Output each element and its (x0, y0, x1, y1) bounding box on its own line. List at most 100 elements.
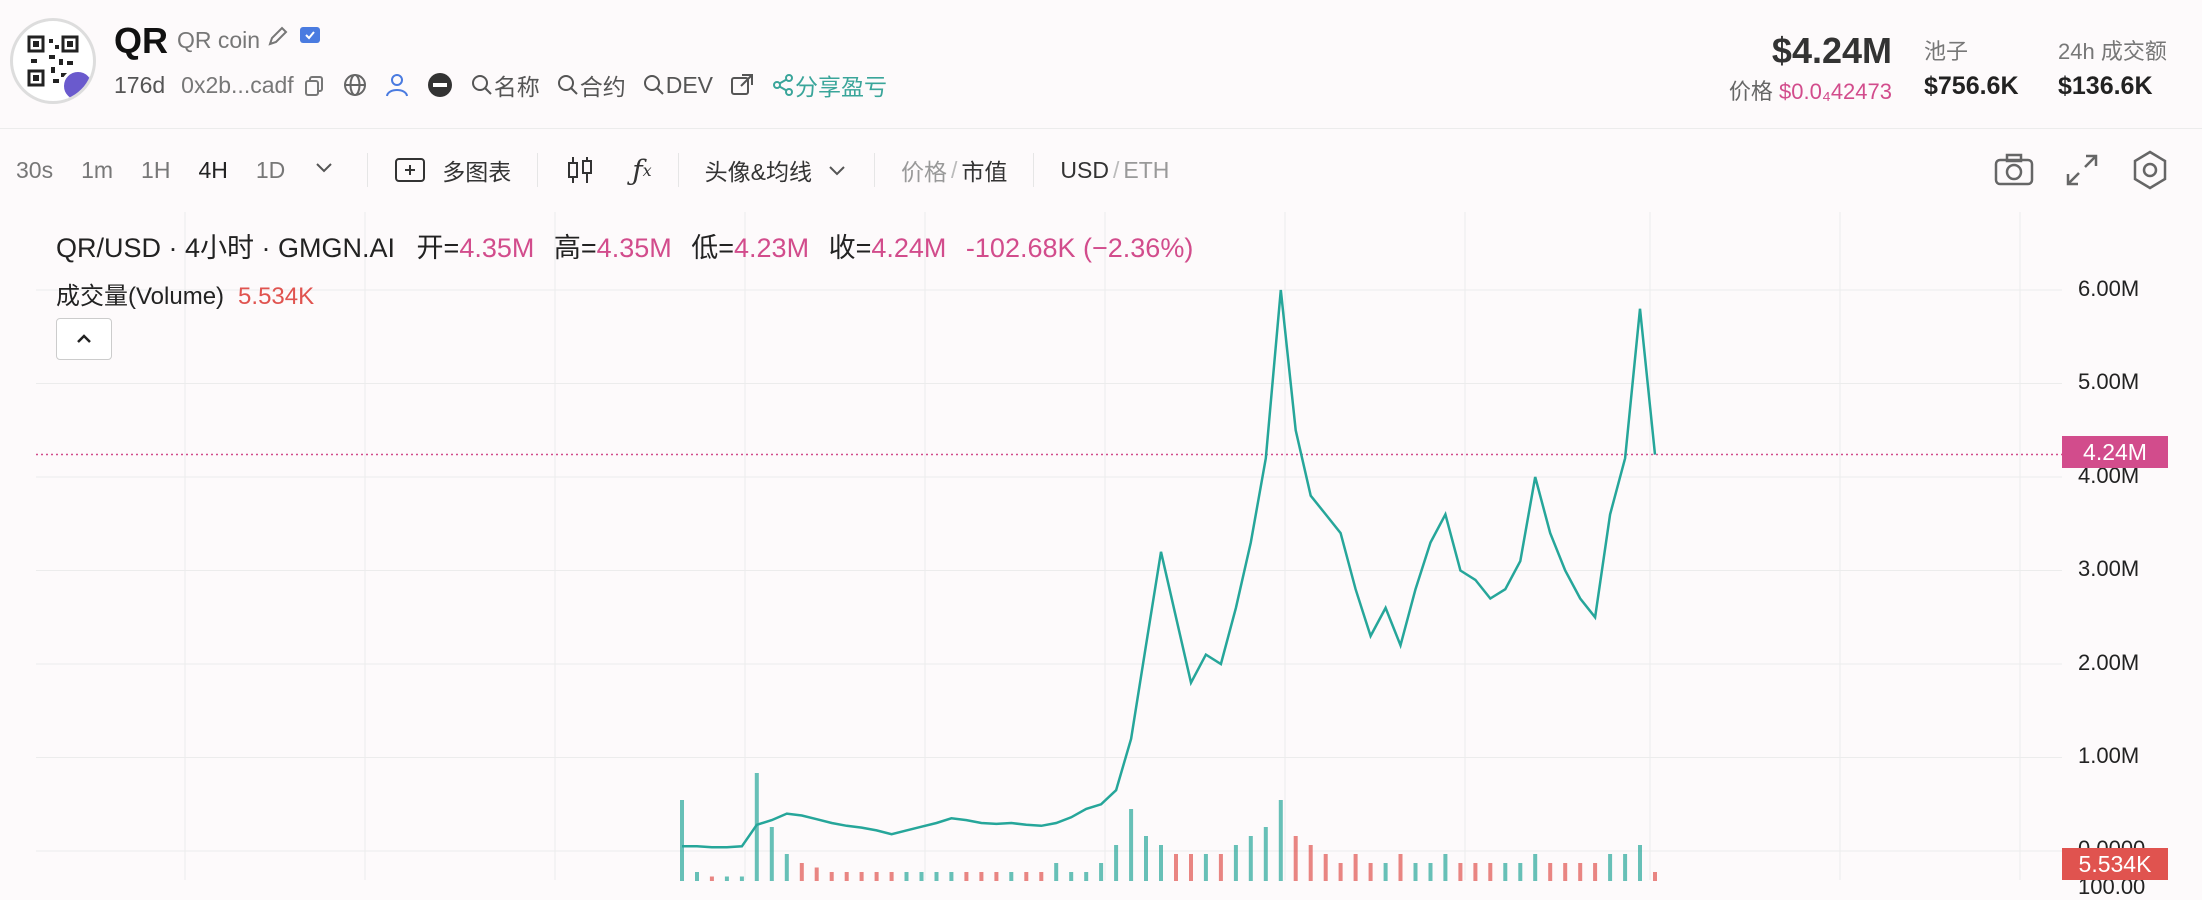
user-icon[interactable] (384, 72, 410, 98)
y-axis-tick-6m: 6.00M (2078, 276, 2140, 301)
volume-legend-value: 5.534K (238, 283, 315, 310)
chart-legend: QR/USD · 4小时 · GMGN.AI 开=4.35M 高=4.35M 低… (56, 226, 1193, 265)
volume-bar (1144, 836, 1148, 881)
timeframe-4h[interactable]: 4H (198, 156, 228, 183)
volume-bar (1518, 863, 1523, 881)
volume-bar (1323, 854, 1328, 881)
volume-legend-label: 成交量(Volume) (56, 283, 225, 310)
timeframe-1h[interactable]: 1H (141, 156, 171, 183)
price-mcap-toggle[interactable]: 价格 / 市值 (901, 153, 1007, 187)
volume-bar (784, 854, 789, 881)
close-value: 4.24M (871, 233, 947, 263)
volume-bar (859, 872, 864, 881)
volume-bar (904, 872, 909, 881)
volume-bars (680, 773, 1657, 881)
candle-type-icon[interactable] (564, 154, 596, 186)
indicators-label: 头像&均线 (704, 159, 813, 185)
volume-bar (934, 872, 939, 881)
volume-bar (844, 872, 849, 881)
collapse-legend-button[interactable] (56, 318, 112, 360)
external-link-icon[interactable] (729, 72, 755, 98)
volume-bar (1233, 845, 1238, 881)
add-chart-icon (395, 158, 426, 182)
price-mode-option[interactable]: 价格 (901, 159, 948, 185)
search-icon (643, 75, 664, 95)
search-contract-filter[interactable]: 合约 (556, 68, 626, 102)
volume-bar (1174, 854, 1178, 881)
divider (677, 153, 679, 187)
volume-24h-value: $136.6K (2058, 72, 2153, 100)
volume-bar (1443, 854, 1448, 881)
chart-grid (36, 212, 2062, 880)
copy-icon[interactable] (302, 73, 326, 97)
fullscreen-icon[interactable] (2060, 148, 2104, 192)
volume-bar (1503, 863, 1508, 881)
volume-bar (1368, 863, 1373, 881)
change-value: -102.68K (−2.36%) (965, 233, 1194, 263)
volume-bar (1114, 845, 1119, 881)
multi-chart-button[interactable]: 多图表 (394, 153, 511, 187)
volume-bar (1578, 863, 1583, 881)
globe-icon[interactable] (342, 72, 368, 98)
volume-bar (994, 872, 999, 881)
volume-bar (1189, 854, 1193, 881)
open-label: 开= (416, 233, 460, 263)
edit-icon[interactable] (266, 24, 290, 55)
volume-bar (1458, 863, 1463, 881)
current-price-tag: 4.24M (2062, 436, 2168, 468)
volume-24h-label: 24h 成交额 (2058, 39, 2167, 64)
volume-bar (1099, 863, 1104, 881)
share-pnl-button[interactable]: 分享盈亏 (771, 68, 887, 102)
token-name: QR coin (177, 27, 261, 53)
currency-toggle[interactable]: USD / ETH (1060, 157, 1169, 184)
y-axis-tick-3m: 3.00M (2078, 556, 2140, 581)
currency-eth-option[interactable]: ETH (1123, 156, 1170, 183)
y-axis-tick-1m: 1.00M (2078, 743, 2140, 768)
price-row: 价格 $0.0₄42473 (1729, 74, 1892, 106)
timeframe-1d[interactable]: 1D (255, 156, 286, 183)
volume-bar (1024, 872, 1029, 881)
volume-bar (874, 872, 879, 881)
divider (1033, 153, 1035, 187)
volume-bar (680, 800, 684, 881)
divider (367, 153, 369, 187)
verified-icon (298, 24, 322, 55)
volume-bar (1278, 800, 1283, 881)
token-meta-row: 176d 0x2b...cadf 名称 合约 DEV (114, 68, 903, 102)
filter-label-name: 名称 (493, 74, 540, 100)
volume-bar (1383, 863, 1388, 881)
low-label: 低= (691, 233, 735, 263)
camera-icon[interactable] (1992, 148, 2036, 192)
open-value: 4.35M (459, 233, 535, 263)
volume-bar (1248, 836, 1253, 881)
timeframe-1m[interactable]: 1m (81, 156, 114, 183)
search-name-filter[interactable]: 名称 (470, 68, 540, 102)
currency-usd-option[interactable]: USD (1060, 156, 1109, 183)
settings-icon[interactable] (2128, 148, 2172, 192)
volume-bar (949, 872, 954, 881)
divider (537, 153, 539, 187)
multi-chart-label: 多图表 (442, 159, 512, 185)
volume-bar (1129, 809, 1134, 881)
volume-bar (1293, 836, 1298, 881)
timeframe-dropdown-chevron-icon[interactable] (313, 156, 335, 184)
token-age: 176d (114, 71, 166, 98)
indicators-dropdown[interactable]: 头像&均线 (705, 153, 848, 187)
volume-bar (1533, 854, 1538, 881)
volume-bar (1473, 863, 1478, 881)
volume-bar (979, 872, 984, 881)
timeframe-30s[interactable]: 30s (16, 156, 54, 183)
block-icon[interactable] (426, 71, 454, 99)
divider (874, 153, 876, 187)
volume-bar (829, 872, 834, 881)
volume-bar (695, 872, 699, 881)
volume-bar (1413, 863, 1418, 881)
volume-bar (814, 867, 819, 881)
token-address[interactable]: 0x2b...cadf (181, 71, 294, 98)
mcap-mode-option[interactable]: 市值 (961, 159, 1008, 185)
search-dev-filter[interactable]: DEV (642, 72, 713, 99)
price-chart[interactable] (0, 212, 2202, 898)
close-label: 收= (828, 233, 872, 263)
volume-bar (1563, 863, 1568, 881)
